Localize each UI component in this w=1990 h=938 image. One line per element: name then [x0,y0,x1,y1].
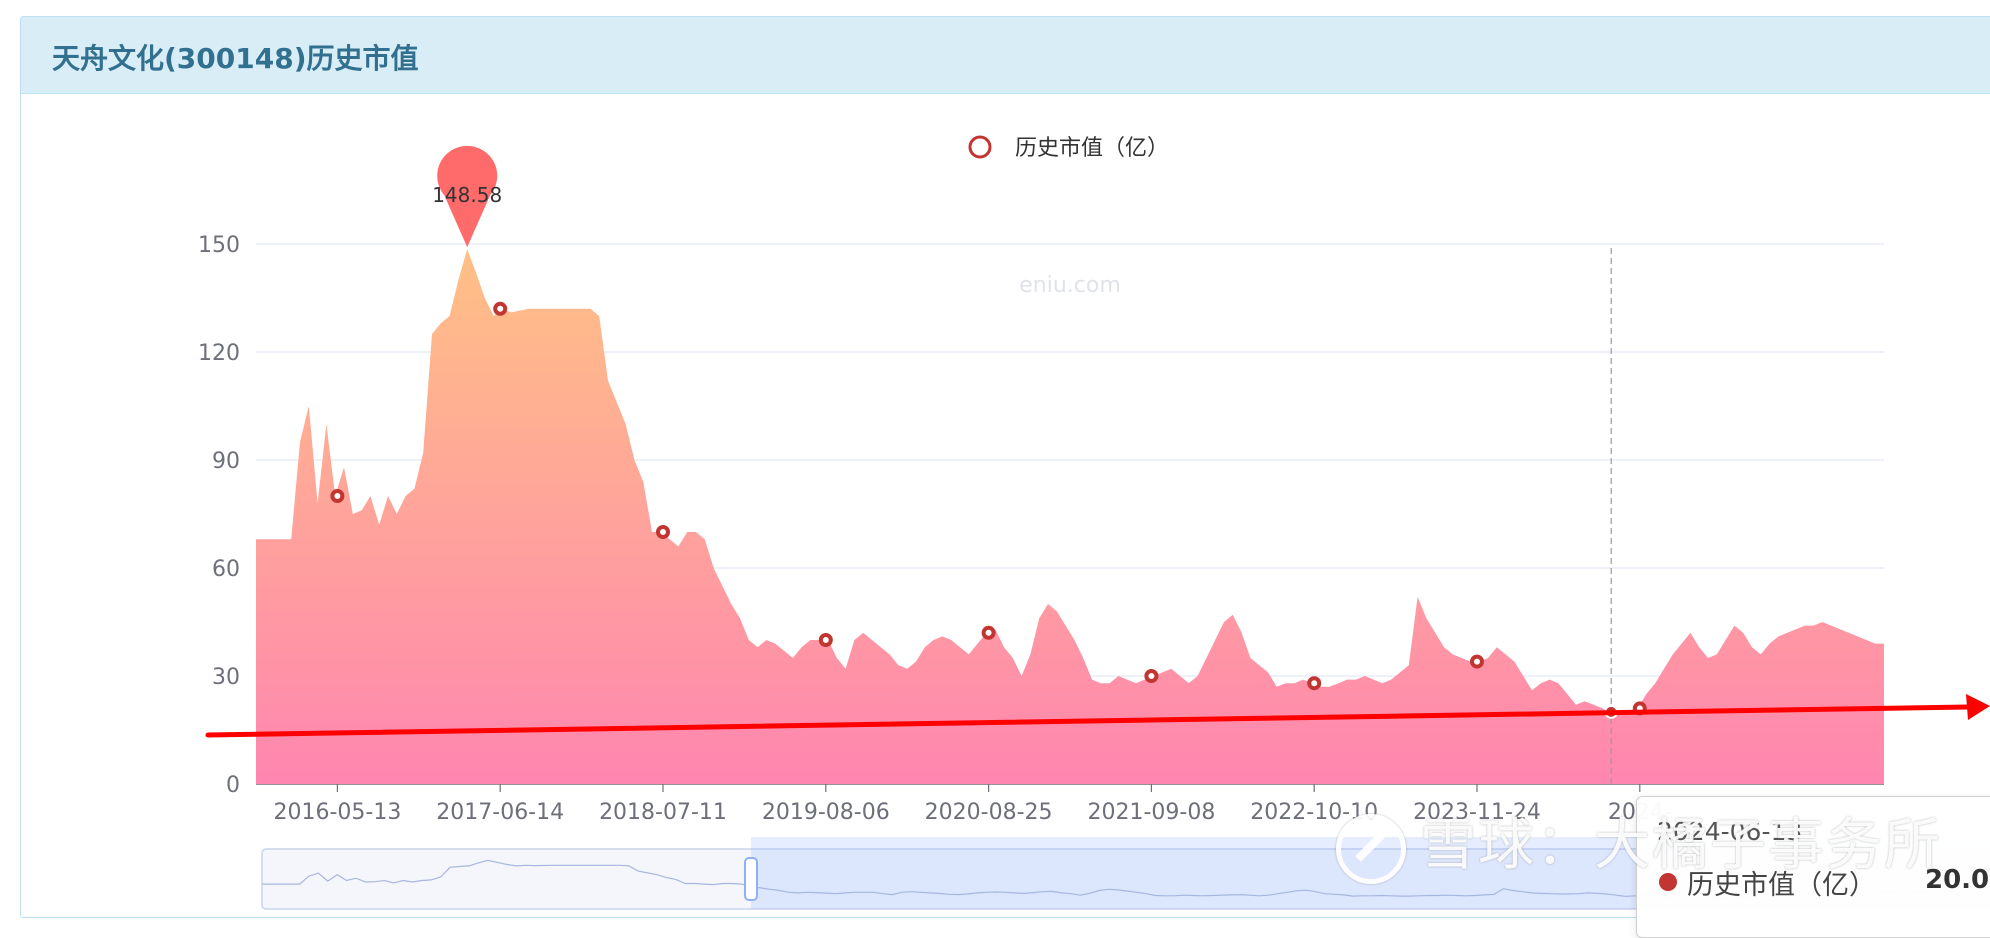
watermark: 雪球：大橘子事务所 [1336,800,1942,884]
data-point[interactable] [981,625,996,640]
tooltip-series-dot [1659,873,1677,891]
y-tick-label: 30 [212,665,240,690]
trend-arrow-head [1966,694,1990,720]
legend-label[interactable]: 历史市值（亿） [1015,136,1169,161]
x-tick-label: 2016-05-13 [273,800,401,825]
panel-header: 天舟文化(300148)历史市值 [21,17,1990,94]
y-tick-label: 90 [212,449,240,474]
tooltip-value: 20.05 [1925,865,1990,895]
data-point[interactable] [1144,669,1159,683]
watermark-text: 雪球：大橘子事务所 [1420,813,1942,878]
x-tick-label: 2019-08-06 [762,800,890,825]
y-tick-label: 120 [198,341,240,366]
data-point[interactable] [1470,654,1484,669]
data-point[interactable] [493,301,508,316]
tooltip-date: 2024-06-13 [1657,817,1803,846]
data-point[interactable] [1307,676,1322,691]
max-value-label: 148.58 [432,183,502,207]
x-tick-label: 2023-11-24 [1413,800,1541,825]
snowball-logo-icon [1336,813,1406,884]
x-tick-label: 2017-06-14 [436,800,564,825]
market-cap-area [256,249,1884,785]
x-tick-label: 2018-07-11 [599,800,727,825]
data-point[interactable] [818,633,833,647]
site-mark: eniu.com [1019,273,1121,298]
y-tick-label: 60 [212,557,240,582]
y-tick-label: 0 [226,773,240,798]
trend-arrow-line [205,704,1971,738]
x-tick-label: 2021-09-08 [1087,800,1215,825]
page-title: 天舟文化(300148)历史市值 [52,42,419,75]
market-cap-chart[interactable]: eniu.com 148.58 0 30 60 90 120 150 2016-05-13 2… [0,0,1990,910]
tooltip-series-name: 历史市值（亿） [1687,870,1876,901]
max-value-pin [437,145,498,248]
zoom-handle-left[interactable] [744,857,758,901]
y-tick-label: 150 [198,233,240,258]
data-point[interactable] [656,525,670,539]
data-point[interactable] [330,489,345,503]
x-tick-label: 2020-08-25 [925,800,1053,825]
legend-marker-icon[interactable] [968,135,992,159]
